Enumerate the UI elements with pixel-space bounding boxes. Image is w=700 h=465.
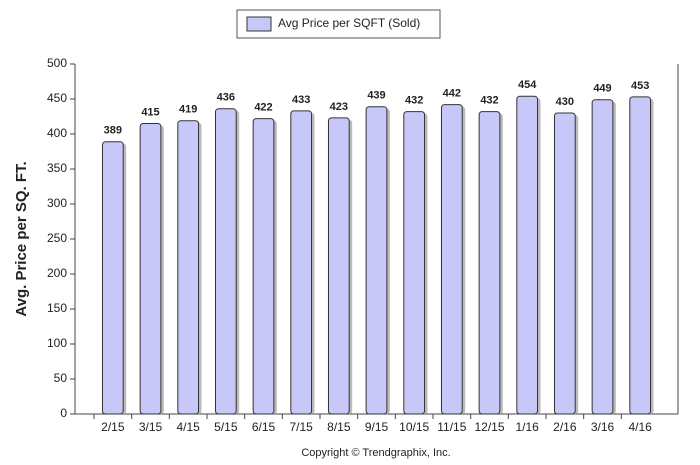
value-label: 453	[631, 80, 649, 92]
bar	[365, 106, 388, 415]
y-tick-label: 250	[47, 231, 67, 245]
y-tick-label: 100	[47, 336, 67, 350]
value-label: 432	[405, 95, 423, 107]
bar	[629, 96, 652, 415]
x-tick-label: 9/15	[365, 420, 389, 434]
x-tick-label: 1/16	[515, 420, 539, 434]
x-tick-label: 2/16	[553, 420, 577, 434]
x-tick-label: 4/15	[176, 420, 200, 434]
bar	[177, 120, 200, 415]
bar	[553, 112, 576, 415]
bar	[478, 111, 501, 415]
y-tick-label: 450	[47, 91, 67, 105]
x-tick-label: 5/15	[214, 420, 238, 434]
bar	[214, 108, 237, 415]
x-tick-label: 7/15	[289, 420, 313, 434]
bar	[403, 111, 426, 415]
legend-swatch	[246, 16, 272, 32]
y-tick-label: 500	[47, 56, 67, 70]
y-tick-label: 200	[47, 266, 67, 280]
value-label: 454	[518, 79, 537, 91]
bar	[290, 110, 313, 415]
value-label: 432	[480, 95, 498, 107]
x-tick-label: 2/15	[101, 420, 125, 434]
y-tick-label: 0	[60, 406, 67, 420]
y-tick-label: 150	[47, 301, 67, 315]
x-tick-label: 11/15	[437, 420, 466, 434]
value-label: 439	[367, 90, 385, 102]
footer: Copyright © Trendgraphix, Inc.	[301, 447, 450, 459]
bar	[327, 117, 350, 415]
x-tick-label: 10/15	[399, 420, 429, 434]
y-tick-label: 400	[47, 126, 67, 140]
value-label: 415	[141, 106, 159, 118]
value-label: 423	[330, 101, 348, 113]
x-tick-label: 3/16	[591, 420, 615, 434]
y-axis-label: Avg. Price per SQ. FT.	[13, 161, 30, 316]
bar	[516, 95, 539, 415]
value-label: 449	[593, 83, 611, 95]
bar	[252, 118, 275, 415]
value-label: 430	[556, 96, 574, 108]
bar	[440, 104, 463, 415]
value-label: 389	[104, 125, 122, 137]
x-tick-label: 4/16	[628, 420, 652, 434]
x-tick-label: 3/15	[139, 420, 163, 434]
value-label: 433	[292, 94, 310, 106]
bar	[101, 141, 124, 415]
bar	[591, 99, 614, 415]
y-tick-label: 50	[54, 371, 68, 385]
value-label: 419	[179, 104, 197, 116]
value-label: 436	[217, 92, 235, 104]
x-tick-label: 6/15	[252, 420, 276, 434]
y-tick-label: 350	[47, 161, 67, 175]
x-tick-label: 12/15	[474, 420, 504, 434]
y-tick-label: 300	[47, 196, 67, 210]
legend-label: Avg Price per SQFT (Sold)	[278, 16, 420, 30]
x-tick-label: 8/15	[327, 420, 351, 434]
bar	[139, 123, 162, 415]
value-label: 422	[254, 102, 272, 114]
value-label: 442	[443, 88, 461, 100]
